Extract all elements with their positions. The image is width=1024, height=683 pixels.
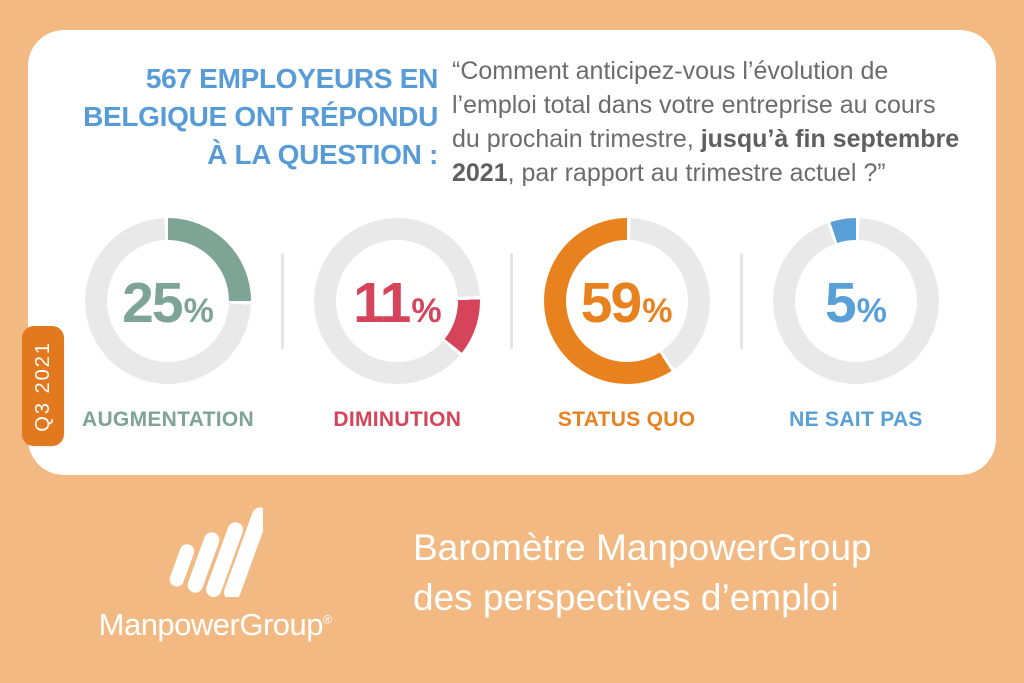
page-title: 567 EMPLOYEURS EN BELGIQUE ONT RÉPONDU À… [78,60,438,174]
donut-hole [794,240,917,362]
donut-value-status-quo: 59% [544,218,710,384]
manpowergroup-logo-text: ManpowerGroup® [95,607,335,643]
percent-sign: % [411,292,442,330]
donut-hole [565,240,688,362]
donut-number: 25 [122,271,183,335]
survey-question: “Comment anticipez-vous l’évolution de l… [452,54,964,190]
question-prefix: “Comment anticipez-vous l’évolution de l… [452,57,936,153]
donut-status-quo: 59% STATUS QUO [527,218,727,432]
donut-ring-diminution: 11% [314,218,481,384]
donut-value-diminution: 11% [314,218,480,384]
infographic-card: 567 EMPLOYEURS EN BELGIQUE ONT RÉPONDU À… [28,30,996,475]
question-suffix: , par rapport au trimestre actuel ?” [507,159,886,187]
registered-mark: ® [323,612,332,627]
manpowergroup-logo: ManpowerGroup® [95,505,335,643]
donut-hole [107,240,229,362]
logo-wordmark: ManpowerGroup [98,607,324,642]
donut-hole [336,240,459,362]
percent-sign: % [642,292,673,330]
donut-ne-sait-pas: 5% NE SAIT PAS [756,218,956,432]
donut-number: 5 [824,271,857,335]
question-bold-date: jusqu’à fin septembre 2021 [452,125,960,187]
donut-charts-row: 25% AUGMENTATION 11% DIMINUTION 59% [68,218,956,432]
donut-number: 11 [353,271,411,335]
quarter-tab-label: Q3 2021 [31,340,54,432]
vertical-divider [739,253,743,349]
vertical-divider [510,253,514,349]
manpowergroup-logo-icon [169,507,263,597]
vertical-divider [281,253,285,349]
donut-label-ne-sait-pas: NE SAIT PAS [789,408,923,431]
donut-ring-ne-sait-pas: 5% [772,218,939,384]
percent-sign: % [856,292,887,330]
title-line-1: 567 EMPLOYEURS EN [145,63,438,94]
donut-label-augmentation: AUGMENTATION [82,408,254,431]
donut-label-status-quo: STATUS QUO [557,408,696,431]
quarter-tab: Q3 2021 [22,326,64,446]
percent-sign: % [183,292,214,330]
donut-ring-status-quo: 59% [543,218,710,384]
donut-value-augmentation: 25% [85,218,251,384]
donut-number: 59 [580,271,642,335]
donut-ring-augmentation: 25% [85,218,251,384]
title-line-3: À LA QUESTION : [207,139,438,170]
donut-label-diminution: DIMINUTION [333,408,462,431]
tagline-line-1: Baromètre ManpowerGroup [413,527,872,568]
donut-value-ne-sait-pas: 5% [773,218,939,384]
title-line-2: BELGIQUE ONT RÉPONDU [83,101,438,132]
barometer-tagline: Baromètre ManpowerGroup des perspectives… [413,523,872,623]
donut-augmentation: 25% AUGMENTATION [68,218,268,432]
tagline-line-2: des perspectives d’emploi [413,577,839,618]
donut-diminution: 11% DIMINUTION [297,218,497,432]
